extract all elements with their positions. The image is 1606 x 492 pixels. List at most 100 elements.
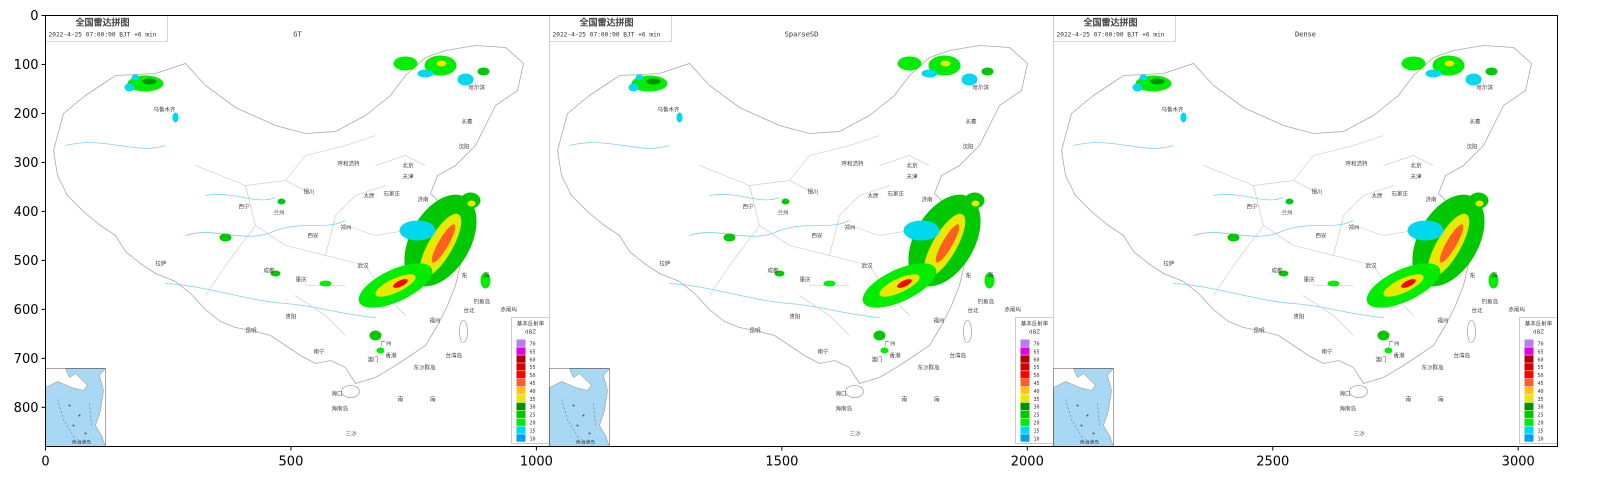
legend-swatch bbox=[1020, 426, 1030, 434]
legend-swatch bbox=[1524, 394, 1534, 403]
place-label-nanning: 南宁 bbox=[1322, 348, 1334, 356]
place-label-chongqing: 重庆 bbox=[1304, 276, 1316, 284]
place-label-sansha: 三沙 bbox=[1354, 431, 1366, 438]
place-label-guiyang: 贵阳 bbox=[1294, 313, 1305, 321]
legend-swatch bbox=[516, 386, 526, 395]
place-label-haikou: 海口 bbox=[1340, 390, 1351, 398]
place-label-taiyuan: 太原 bbox=[868, 192, 880, 200]
place-label-yinchuan: 银川 bbox=[1312, 188, 1323, 196]
place-label-chengdu: 成都 bbox=[768, 267, 780, 275]
place-label-chongqing: 重庆 bbox=[296, 276, 308, 284]
place-label-jinan: 济南 bbox=[418, 196, 430, 204]
sea-label-hai: 海 bbox=[988, 272, 994, 280]
legend-title: 基本反射率 bbox=[1021, 320, 1049, 328]
timestamp-label: 2022-4-25 07:00:00 BJT +6 min bbox=[49, 32, 157, 39]
legend-value: 30 bbox=[530, 405, 536, 411]
place-label-jinan: 济南 bbox=[1426, 196, 1438, 204]
x-tick-label: 1000 bbox=[520, 455, 553, 470]
place-label-xining: 西宁 bbox=[743, 203, 755, 211]
place-label-changchun: 长春 bbox=[966, 118, 978, 126]
radar-panel: 全国雷达拼图 2022-4-25 07:00:00 BJT +6 min GT 乌鲁木… bbox=[45, 15, 550, 447]
place-label-chengdu: 成都 bbox=[264, 267, 276, 275]
place-label-zhengzhou: 郑州 bbox=[1349, 224, 1360, 232]
place-label-chiweiyu: 赤尾屿 bbox=[501, 306, 518, 314]
place-label-taiyuan: 太原 bbox=[364, 192, 376, 200]
place-label-guangzhou: 广州 bbox=[885, 340, 896, 348]
legend-swatch bbox=[516, 371, 526, 379]
legend-value: 45 bbox=[1034, 381, 1040, 387]
legend-swatch bbox=[1524, 355, 1534, 363]
legend-value: 40 bbox=[530, 389, 536, 395]
place-label-tianjin: 天津 bbox=[1411, 174, 1423, 181]
place-label-huhehaote: 呼和浩特 bbox=[842, 160, 865, 168]
legend-swatch bbox=[1524, 371, 1534, 379]
legend-value: 20 bbox=[1538, 421, 1544, 427]
place-label-aomen: 澳门 bbox=[1376, 356, 1387, 364]
place-label-kunming: 昆明 bbox=[1254, 328, 1266, 335]
x-tick-label: 1500 bbox=[765, 455, 798, 470]
place-label-haikou: 海口 bbox=[332, 390, 343, 398]
place-label-beijing: 北京 bbox=[1411, 162, 1423, 170]
place-label-wuhan: 武汉 bbox=[1366, 262, 1378, 270]
place-label-zhengzhou: 郑州 bbox=[845, 224, 856, 232]
legend-title: 基本反射率 bbox=[1525, 320, 1553, 328]
place-label-shijiazhuang: 石家庄 bbox=[1392, 190, 1409, 198]
title-box bbox=[549, 15, 672, 42]
place-label-shenyang: 沈阳 bbox=[1467, 143, 1478, 151]
legend-swatch bbox=[516, 418, 526, 426]
map-title: 全国雷达拼图 bbox=[75, 17, 130, 29]
sea-label-dong: 东 bbox=[462, 272, 468, 280]
y-tick-label: 600 bbox=[14, 303, 39, 318]
inset-label: 南海诸岛 bbox=[1080, 439, 1099, 446]
legend-unit: dBZ bbox=[525, 330, 536, 336]
place-label-chiweiyu: 赤尾屿 bbox=[1005, 306, 1022, 314]
place-label-yinchuan: 银川 bbox=[808, 188, 819, 196]
legend-value: 10 bbox=[1034, 436, 1040, 442]
legend-value: 20 bbox=[1034, 421, 1040, 427]
place-label-haerbin: 哈尔滨 bbox=[469, 84, 486, 92]
panel-label: GT bbox=[293, 31, 302, 39]
place-label-yinchuan: 银川 bbox=[304, 188, 315, 196]
legend-swatch bbox=[1020, 379, 1030, 387]
place-label-taibei: 台北 bbox=[1472, 307, 1484, 315]
legend-value: 55 bbox=[530, 365, 536, 371]
title-box bbox=[1053, 15, 1176, 42]
sea-label-hai-south: 海 bbox=[430, 396, 436, 404]
legend-value: 30 bbox=[1538, 405, 1544, 411]
legend-swatch bbox=[1020, 371, 1030, 379]
place-label-wulumuqi: 乌鲁木齐 bbox=[154, 106, 177, 114]
map-title: 全国雷达拼图 bbox=[579, 17, 634, 29]
place-label-fuzhou: 福州 bbox=[1438, 317, 1449, 325]
place-label-huhehaote: 呼和浩特 bbox=[338, 160, 361, 168]
legend-value: 60 bbox=[1034, 357, 1040, 363]
place-label-haikou: 海口 bbox=[836, 390, 847, 398]
legend-swatch bbox=[516, 410, 526, 418]
legend-swatch bbox=[1524, 363, 1534, 371]
place-label-guangzhou: 广州 bbox=[1389, 340, 1400, 348]
legend-value: 15 bbox=[1538, 428, 1544, 434]
radar-panel: 全国雷达拼图 2022-4-25 07:00:00 BJT +6 min Dense… bbox=[1053, 15, 1558, 447]
legend-title: 基本反射率 bbox=[517, 320, 545, 328]
place-label-haerbin: 哈尔滨 bbox=[973, 84, 990, 92]
sea-label-hai-south: 海 bbox=[934, 396, 940, 404]
place-label-nanning: 南宁 bbox=[314, 348, 326, 356]
place-label-beijing: 北京 bbox=[907, 162, 919, 170]
place-label-changchun: 长春 bbox=[462, 118, 474, 126]
legend-value: 50 bbox=[530, 373, 536, 379]
legend-value: 65 bbox=[1034, 349, 1040, 355]
place-label-lasa: 拉萨 bbox=[660, 260, 672, 268]
legend-swatch bbox=[1020, 355, 1030, 363]
legend-value: 10 bbox=[1538, 436, 1544, 442]
place-label-lasa: 拉萨 bbox=[1164, 260, 1176, 268]
legend-swatch bbox=[1020, 386, 1030, 395]
legend-swatch bbox=[1524, 402, 1534, 411]
inset-label: 南海诸岛 bbox=[576, 439, 595, 446]
timestamp-label: 2022-4-25 07:00:00 BJT +6 min bbox=[553, 32, 661, 39]
legend-value: 50 bbox=[1034, 373, 1040, 379]
place-label-shijiazhuang: 石家庄 bbox=[384, 190, 401, 198]
place-label-lanzhou: 兰州 bbox=[778, 209, 789, 217]
